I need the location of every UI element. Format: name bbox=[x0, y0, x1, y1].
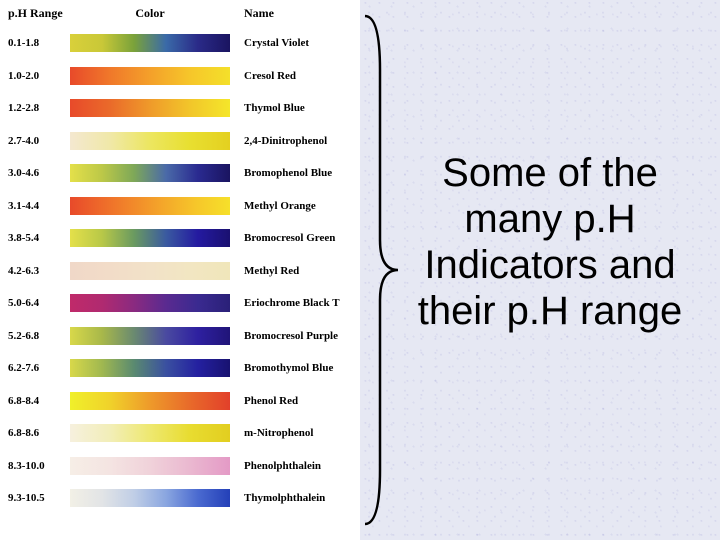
caption-text: Some of the many p.H Indicators and thei… bbox=[400, 150, 700, 334]
indicator-color-swatch bbox=[70, 229, 230, 247]
indicator-row: 3.1-4.4 Methyl Orange bbox=[8, 190, 352, 223]
indicator-name: Bromocresol Green bbox=[230, 232, 352, 244]
indicator-range: 9.3-10.5 bbox=[8, 492, 70, 504]
indicator-row: 0.1-1.8 Crystal Violet bbox=[8, 27, 352, 60]
indicator-color-swatch bbox=[70, 197, 230, 215]
indicator-range: 5.0-6.4 bbox=[8, 297, 70, 309]
indicator-color-swatch bbox=[70, 294, 230, 312]
indicator-row: 9.3-10.5 Thymolphthalein bbox=[8, 482, 352, 515]
indicator-row: 6.8-8.6 m-Nitrophenol bbox=[8, 417, 352, 450]
indicator-range: 3.0-4.6 bbox=[8, 167, 70, 179]
brace-icon bbox=[360, 10, 400, 530]
indicator-name: Bromophenol Blue bbox=[230, 167, 352, 179]
indicator-range: 1.2-2.8 bbox=[8, 102, 70, 114]
header-color: Color bbox=[70, 6, 230, 21]
indicator-name: Cresol Red bbox=[230, 70, 352, 82]
indicator-name: Thymol Blue bbox=[230, 102, 352, 114]
indicator-name: Phenol Red bbox=[230, 395, 352, 407]
header-name: Name bbox=[230, 6, 352, 21]
indicator-range: 5.2-6.8 bbox=[8, 330, 70, 342]
indicator-range: 3.1-4.4 bbox=[8, 200, 70, 212]
indicator-row: 3.0-4.6 Bromophenol Blue bbox=[8, 157, 352, 190]
header-range: p.H Range bbox=[8, 6, 70, 21]
indicator-row: 1.2-2.8 Thymol Blue bbox=[8, 92, 352, 125]
indicator-range: 8.3-10.0 bbox=[8, 460, 70, 472]
indicator-color-swatch bbox=[70, 132, 230, 150]
indicator-row: 5.0-6.4 Eriochrome Black T bbox=[8, 287, 352, 320]
indicator-range: 4.2-6.3 bbox=[8, 265, 70, 277]
indicator-name: Methyl Orange bbox=[230, 200, 352, 212]
indicator-name: m-Nitrophenol bbox=[230, 427, 352, 439]
indicator-range: 6.8-8.6 bbox=[8, 427, 70, 439]
indicator-range: 6.8-8.4 bbox=[8, 395, 70, 407]
indicator-range: 0.1-1.8 bbox=[8, 37, 70, 49]
indicator-range: 2.7-4.0 bbox=[8, 135, 70, 147]
indicator-row: 6.8-8.4 Phenol Red bbox=[8, 385, 352, 418]
indicator-name: Methyl Red bbox=[230, 265, 352, 277]
indicator-range: 1.0-2.0 bbox=[8, 70, 70, 82]
indicator-row: 1.0-2.0 Cresol Red bbox=[8, 60, 352, 93]
indicator-name: Thymolphthalein bbox=[230, 492, 352, 504]
indicator-color-swatch bbox=[70, 164, 230, 182]
indicator-color-swatch bbox=[70, 67, 230, 85]
table-header-row: p.H Range Color Name bbox=[8, 6, 352, 21]
indicator-row: 4.2-6.3 Methyl Red bbox=[8, 255, 352, 288]
indicator-name: Bromothymol Blue bbox=[230, 362, 352, 374]
indicator-color-swatch bbox=[70, 327, 230, 345]
indicator-table-panel: p.H Range Color Name 0.1-1.8 Crystal Viol… bbox=[0, 0, 360, 540]
indicator-name: Phenolphthalein bbox=[230, 460, 352, 472]
indicator-row: 2.7-4.0 2,4-Dinitrophenol bbox=[8, 125, 352, 158]
indicator-row: 3.8-5.4 Bromocresol Green bbox=[8, 222, 352, 255]
indicator-color-swatch bbox=[70, 424, 230, 442]
indicator-color-swatch bbox=[70, 489, 230, 507]
indicator-rows: 0.1-1.8Crystal Violet1.0-2.0Cresol Red1.… bbox=[8, 27, 352, 515]
indicator-row: 5.2-6.8 Bromocresol Purple bbox=[8, 320, 352, 353]
indicator-range: 6.2-7.6 bbox=[8, 362, 70, 374]
indicator-name: 2,4-Dinitrophenol bbox=[230, 135, 352, 147]
indicator-name: Eriochrome Black T bbox=[230, 297, 352, 309]
indicator-color-swatch bbox=[70, 262, 230, 280]
indicator-range: 3.8-5.4 bbox=[8, 232, 70, 244]
indicator-name: Bromocresol Purple bbox=[230, 330, 352, 342]
indicator-color-swatch bbox=[70, 457, 230, 475]
indicator-color-swatch bbox=[70, 34, 230, 52]
indicator-color-swatch bbox=[70, 392, 230, 410]
indicator-row: 8.3-10.0 Phenolphthalein bbox=[8, 450, 352, 483]
indicator-color-swatch bbox=[70, 99, 230, 117]
indicator-row: 6.2-7.6 Bromothymol Blue bbox=[8, 352, 352, 385]
indicator-color-swatch bbox=[70, 359, 230, 377]
indicator-name: Crystal Violet bbox=[230, 37, 352, 49]
